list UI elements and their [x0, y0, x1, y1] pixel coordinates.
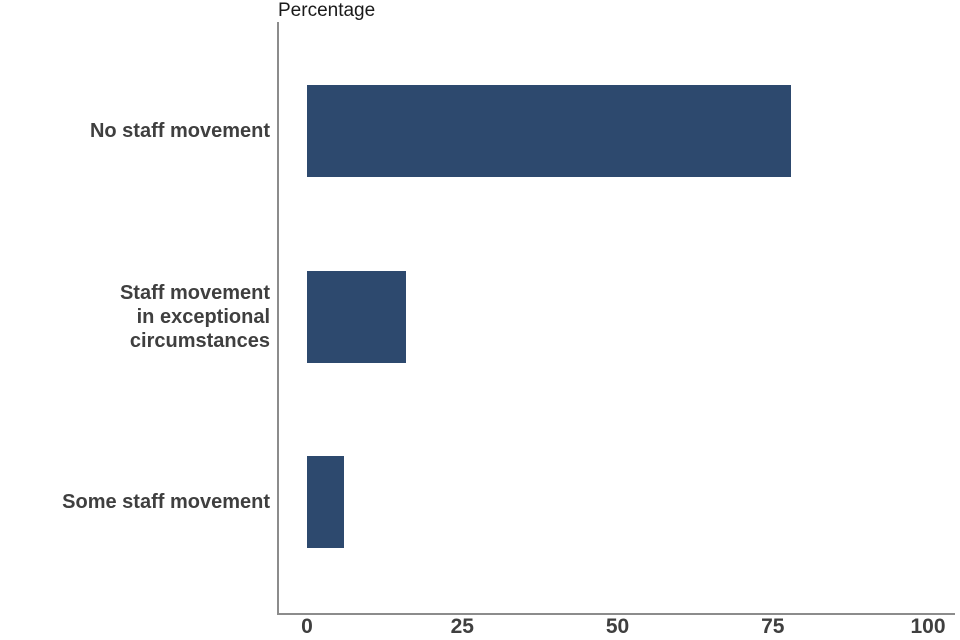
bar-some-staff-movement [307, 456, 345, 548]
x-tick-label-75: 75 [761, 615, 785, 638]
bar-no-staff-movement [307, 85, 792, 177]
x-tick-label-0: 0 [301, 615, 313, 638]
x-tick-label-25: 25 [450, 615, 474, 638]
x-axis-line [277, 613, 955, 615]
y-axis-line [277, 22, 279, 614]
category-label-some-staff-movement: Some staff movement [62, 491, 270, 513]
x-tick-label-100: 100 [910, 615, 946, 638]
bar-staff-movement-in-exceptional-circumstances [307, 271, 407, 363]
category-label-staff-movement-in-exceptional-circumstances: Staff movement in exceptional circumstan… [119, 282, 270, 352]
chart-title: Percentage [278, 0, 376, 21]
x-tick-label-50: 50 [605, 615, 630, 638]
category-label-no-staff-movement: No staff movement [89, 120, 270, 142]
